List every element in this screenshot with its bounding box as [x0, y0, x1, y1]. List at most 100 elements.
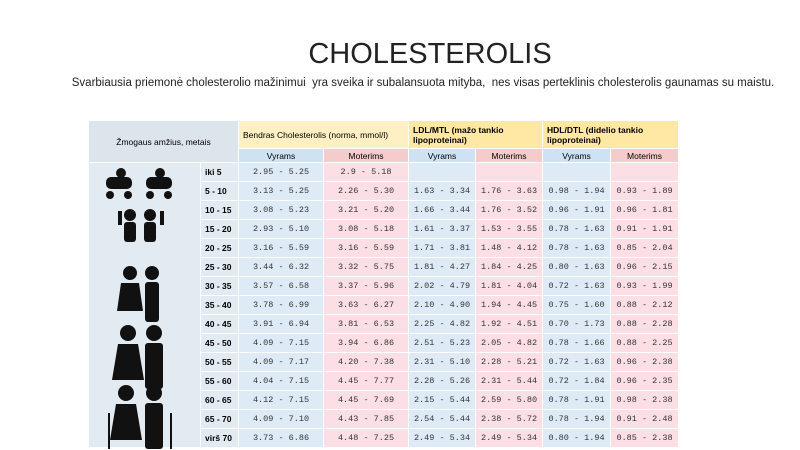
value-cell: 3.73 - 6.86 [238, 428, 325, 448]
value-cell: 1.76 - 3.52 [475, 200, 544, 220]
value-cell: 1.94 - 4.45 [475, 295, 544, 315]
value-cell: 0.96 - 2.35 [610, 371, 678, 391]
value-cell [475, 162, 544, 182]
age-label: iki 5 [199, 162, 240, 182]
value-cell: 0.96 - 2.15 [610, 257, 678, 277]
value-cell: 2.15 - 5.44 [408, 390, 477, 410]
value-cell: 2.28 - 5.21 [475, 352, 544, 372]
value-cell: 0.85 - 2.04 [610, 238, 678, 258]
sub-header: Vyrams [542, 148, 612, 163]
value-cell: 3.44 - 6.32 [238, 257, 325, 277]
title: CHOLESTEROLIS [308, 38, 552, 70]
value-cell: 1.92 - 4.51 [475, 314, 544, 334]
value-cell: 1.71 - 3.81 [408, 238, 477, 258]
value-cell: 0.78 - 1.63 [542, 238, 612, 258]
value-cell: 4.48 - 7.25 [323, 428, 410, 448]
value-cell: 4.43 - 7.85 [323, 409, 410, 429]
table-row: 60 - 65 4.12 - 7.15 4.45 - 7.69 2.15 - 5.44… [89, 390, 678, 410]
value-cell [542, 162, 612, 182]
age-label: 25 - 30 [199, 257, 240, 277]
sub-header: Vyrams [408, 148, 477, 163]
value-cell: 2.93 - 5.10 [238, 219, 325, 239]
child-icon [118, 209, 164, 242]
age-label: 55 - 60 [199, 371, 240, 391]
sub-header: Moterims [323, 148, 410, 163]
age-label: 5 - 10 [199, 181, 240, 201]
value-cell: 0.80 - 1.94 [542, 428, 612, 448]
value-cell: 2.54 - 5.44 [408, 409, 477, 429]
value-cell: 2.02 - 4.79 [408, 276, 477, 296]
table-row: 55 - 60 4.04 - 7.15 4.45 - 7.77 2.28 - 5.26… [89, 371, 678, 391]
value-cell: 3.13 - 5.25 [238, 181, 325, 201]
value-cell: 3.32 - 5.75 [323, 257, 410, 277]
value-cell: 4.12 - 7.15 [238, 390, 325, 410]
value-cell: 2.38 - 5.72 [475, 409, 544, 429]
value-cell: 2.59 - 5.80 [475, 390, 544, 410]
value-cell: 2.49 - 5.34 [475, 428, 544, 448]
value-cell: 4.20 - 7.38 [323, 352, 410, 372]
value-cell: 2.51 - 5.23 [408, 333, 477, 353]
subtitle: Svarbiausia priemonė cholesterolio mažin… [71, 77, 775, 89]
value-cell: 4.09 - 7.10 [238, 409, 325, 429]
value-cell: 4.45 - 7.69 [323, 390, 410, 410]
age-label: 10 - 15 [199, 200, 240, 220]
value-cell: 3.57 - 6.58 [238, 276, 325, 296]
value-cell: 0.80 - 1.63 [542, 257, 612, 277]
value-cell: 0.96 - 1.81 [610, 200, 678, 220]
value-cell: 0.72 - 1.63 [542, 276, 612, 296]
value-cell: 0.98 - 2.38 [610, 390, 678, 410]
value-cell: 4.09 - 7.15 [238, 333, 325, 353]
value-cell: 2.31 - 5.44 [475, 371, 544, 391]
people-icons [106, 168, 172, 449]
value-cell: 0.72 - 1.84 [542, 371, 612, 391]
value-cell: 0.93 - 1.89 [610, 181, 678, 201]
value-cell: 3.08 - 5.23 [238, 200, 325, 220]
value-cell: 3.91 - 6.94 [238, 314, 325, 334]
table-row: 15 - 20 2.93 - 5.10 3.08 - 5.18 1.61 - 3.37… [89, 219, 678, 239]
value-cell: 1.53 - 3.55 [475, 219, 544, 239]
value-cell: 3.78 - 6.99 [238, 295, 325, 315]
age-label: 65 - 70 [199, 409, 240, 429]
value-cell: 2.25 - 4.82 [408, 314, 477, 334]
age-label: 45 - 50 [199, 333, 240, 353]
age-label: 50 - 55 [199, 352, 240, 372]
value-cell: 0.93 - 1.99 [610, 276, 678, 296]
age-label: 35 - 40 [199, 295, 240, 315]
table-row: 5 - 10 3.13 - 5.25 2.26 - 5.30 1.63 - 3.34 1… [89, 181, 678, 201]
value-cell: 0.78 - 1.94 [542, 409, 612, 429]
table-row: iki 5 2.95 - 5.25 2.9 - 5.18 [88, 162, 678, 448]
sub-header: Vyrams [238, 148, 325, 163]
value-cell: 1.84 - 4.25 [475, 257, 544, 277]
value-cell: 0.78 - 1.63 [542, 219, 612, 239]
value-cell: 0.98 - 1.94 [542, 181, 612, 201]
value-cell: 1.66 - 3.44 [408, 200, 477, 220]
value-cell: 0.91 - 2.48 [610, 409, 678, 429]
value-cell: 4.45 - 7.77 [323, 371, 410, 391]
table-row: 50 - 55 4.09 - 7.17 4.20 - 7.38 2.31 - 5.10… [89, 352, 678, 372]
value-cell: 1.76 - 3.63 [475, 181, 544, 201]
value-cell: 0.91 - 1.91 [610, 219, 678, 239]
value-cell: 2.49 - 5.34 [408, 428, 477, 448]
value-cell [610, 162, 678, 182]
group-header: HDL/DTL (didelio tankio lipoproteinai) [542, 120, 678, 149]
value-cell: 0.88 - 2.12 [610, 295, 678, 315]
table-row: 25 - 30 3.44 - 6.32 3.32 - 5.75 1.81 - 4.27… [89, 257, 678, 277]
value-cell: 0.96 - 1.91 [542, 200, 612, 220]
value-cell: 1.81 - 4.04 [475, 276, 544, 296]
teen-icon [117, 266, 159, 322]
value-cell: 2.26 - 5.30 [323, 181, 410, 201]
table-row: 10 - 15 3.08 - 5.23 3.21 - 5.20 1.66 - 3.44… [89, 200, 678, 220]
age-label: 40 - 45 [199, 314, 240, 334]
value-cell: 3.37 - 5.96 [323, 276, 410, 296]
value-cell: 3.81 - 6.53 [323, 314, 410, 334]
table-row: virš 70 3.73 - 6.86 4.48 - 7.25 2.49 - 5.34… [89, 428, 678, 448]
value-cell: 2.9 - 5.18 [323, 162, 410, 182]
age-label: 20 - 25 [199, 238, 240, 258]
icon-cell [88, 162, 201, 448]
value-cell: 0.78 - 1.66 [542, 333, 612, 353]
value-cell: 0.72 - 1.63 [542, 352, 612, 372]
age-label: 15 - 20 [199, 219, 240, 239]
value-cell: 2.28 - 5.26 [408, 371, 477, 391]
adult-icon [112, 325, 163, 389]
